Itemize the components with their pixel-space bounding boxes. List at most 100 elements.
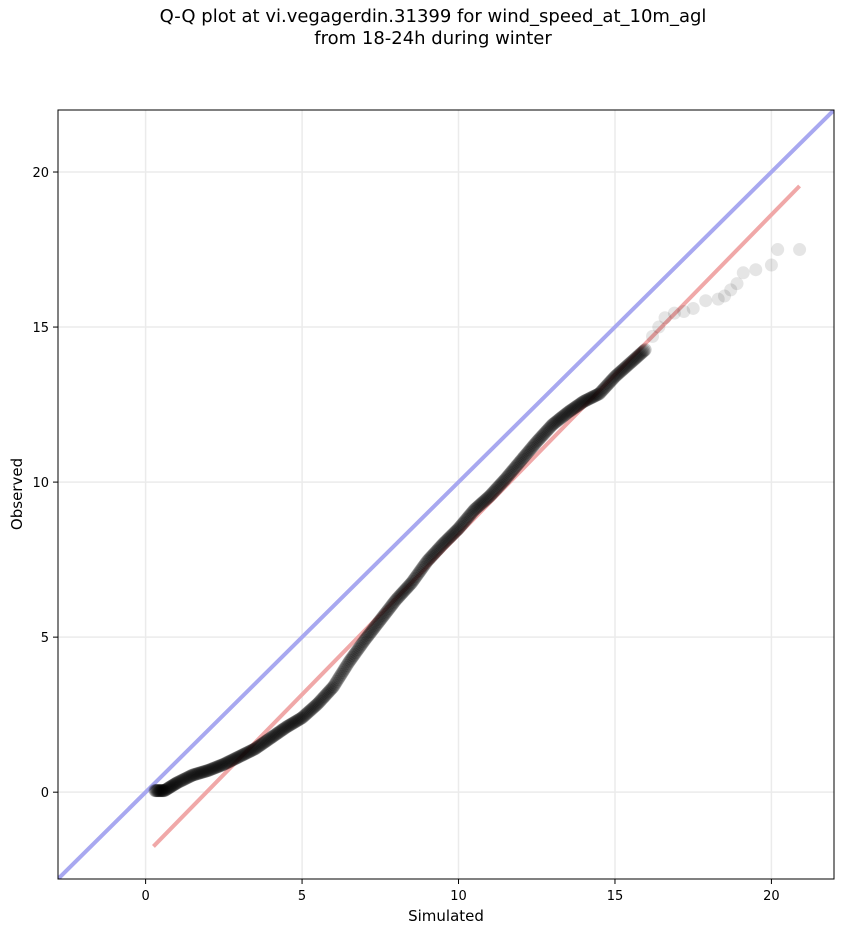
qq-point <box>539 425 553 439</box>
qq-point <box>373 613 387 627</box>
qq-point <box>618 361 632 375</box>
qq-point <box>472 499 486 513</box>
plot-frame <box>57 109 835 880</box>
qq-point <box>269 727 283 741</box>
qq-point <box>477 494 491 508</box>
qq-point <box>633 348 647 362</box>
qq-point <box>180 771 194 785</box>
qq-point <box>473 498 487 512</box>
qq-point <box>381 603 395 617</box>
qq-point <box>211 759 225 773</box>
qq-point <box>614 365 628 379</box>
qq-point <box>449 524 463 538</box>
y-tick-label: 5 <box>41 631 49 646</box>
qq-point <box>319 688 333 702</box>
qq-point <box>628 352 642 366</box>
qq-point <box>167 778 181 792</box>
qq-point <box>419 556 433 570</box>
qq-point <box>464 507 478 521</box>
qq-point <box>406 574 420 588</box>
qq-point <box>436 537 450 551</box>
qq-point <box>350 644 364 658</box>
qq-point <box>507 461 521 475</box>
qq-point <box>263 732 277 746</box>
qq-point <box>483 489 497 503</box>
qq-point <box>400 581 414 595</box>
qq-point <box>358 633 372 647</box>
qq-point <box>247 742 261 756</box>
qq-point <box>585 391 598 405</box>
qq-point <box>445 528 459 542</box>
qq-point <box>421 553 435 567</box>
qq-point <box>256 736 270 750</box>
qq-point <box>367 622 381 636</box>
qq-point <box>577 394 591 408</box>
qq-point <box>240 746 254 760</box>
qq-point <box>383 600 397 614</box>
chart-title: Q-Q plot at vi.vegagerdin.31399 for wind… <box>0 6 843 50</box>
qq-point <box>203 763 217 777</box>
qq-point <box>222 755 236 769</box>
qq-point <box>490 482 504 496</box>
qq-point <box>603 375 617 389</box>
qq-point <box>430 543 444 557</box>
qq-point <box>349 646 363 660</box>
qq-point <box>561 405 575 419</box>
qq-point <box>333 669 347 683</box>
qq-point <box>619 360 633 374</box>
qq-point <box>426 548 440 562</box>
qq-point <box>605 373 619 387</box>
qq-point <box>266 729 280 743</box>
qq-point <box>357 635 371 649</box>
qq-point <box>667 306 681 320</box>
qq-point <box>458 514 472 528</box>
qq-point <box>397 584 411 598</box>
qq-point <box>427 547 441 561</box>
qq-point <box>476 495 490 509</box>
qq-point <box>245 743 259 757</box>
qq-point <box>187 768 201 782</box>
x-tick-label: 20 <box>763 889 780 904</box>
qq-point <box>526 439 540 453</box>
y-tick-label: 20 <box>32 166 49 181</box>
qq-point <box>202 763 216 777</box>
qq-point <box>313 694 327 708</box>
qq-point <box>615 364 629 378</box>
qq-point <box>525 440 539 454</box>
qq-point <box>388 594 402 608</box>
qq-point <box>284 717 298 731</box>
qq-point <box>501 469 515 483</box>
qq-point <box>253 739 267 753</box>
qq-point <box>153 784 167 798</box>
x-tick-label: 5 <box>298 889 306 904</box>
qq-point <box>315 692 329 706</box>
qq-point <box>399 582 413 596</box>
qq-point <box>686 301 700 315</box>
qq-point <box>310 698 324 712</box>
qq-point <box>637 344 651 358</box>
qq-point <box>254 738 268 752</box>
qq-point <box>390 592 404 606</box>
qq-point <box>630 350 644 364</box>
qq-point <box>267 729 281 743</box>
qq-point <box>322 685 336 699</box>
qq-point <box>362 627 376 641</box>
qq-point <box>609 369 623 383</box>
qq-point <box>237 747 251 761</box>
qq-point <box>300 707 314 721</box>
qq-point <box>564 403 578 417</box>
qq-point <box>411 567 425 581</box>
qq-point <box>228 752 242 766</box>
qq-point <box>620 359 634 373</box>
qq-point <box>148 784 162 798</box>
qq-point <box>460 511 474 525</box>
qq-point <box>629 351 643 365</box>
qq-point <box>491 481 505 495</box>
qq-point <box>500 471 514 485</box>
x-tick-label: 15 <box>607 889 624 904</box>
qq-point <box>286 716 300 730</box>
qq-point <box>342 655 356 669</box>
qq-point <box>509 460 523 474</box>
qq-point <box>376 610 390 624</box>
